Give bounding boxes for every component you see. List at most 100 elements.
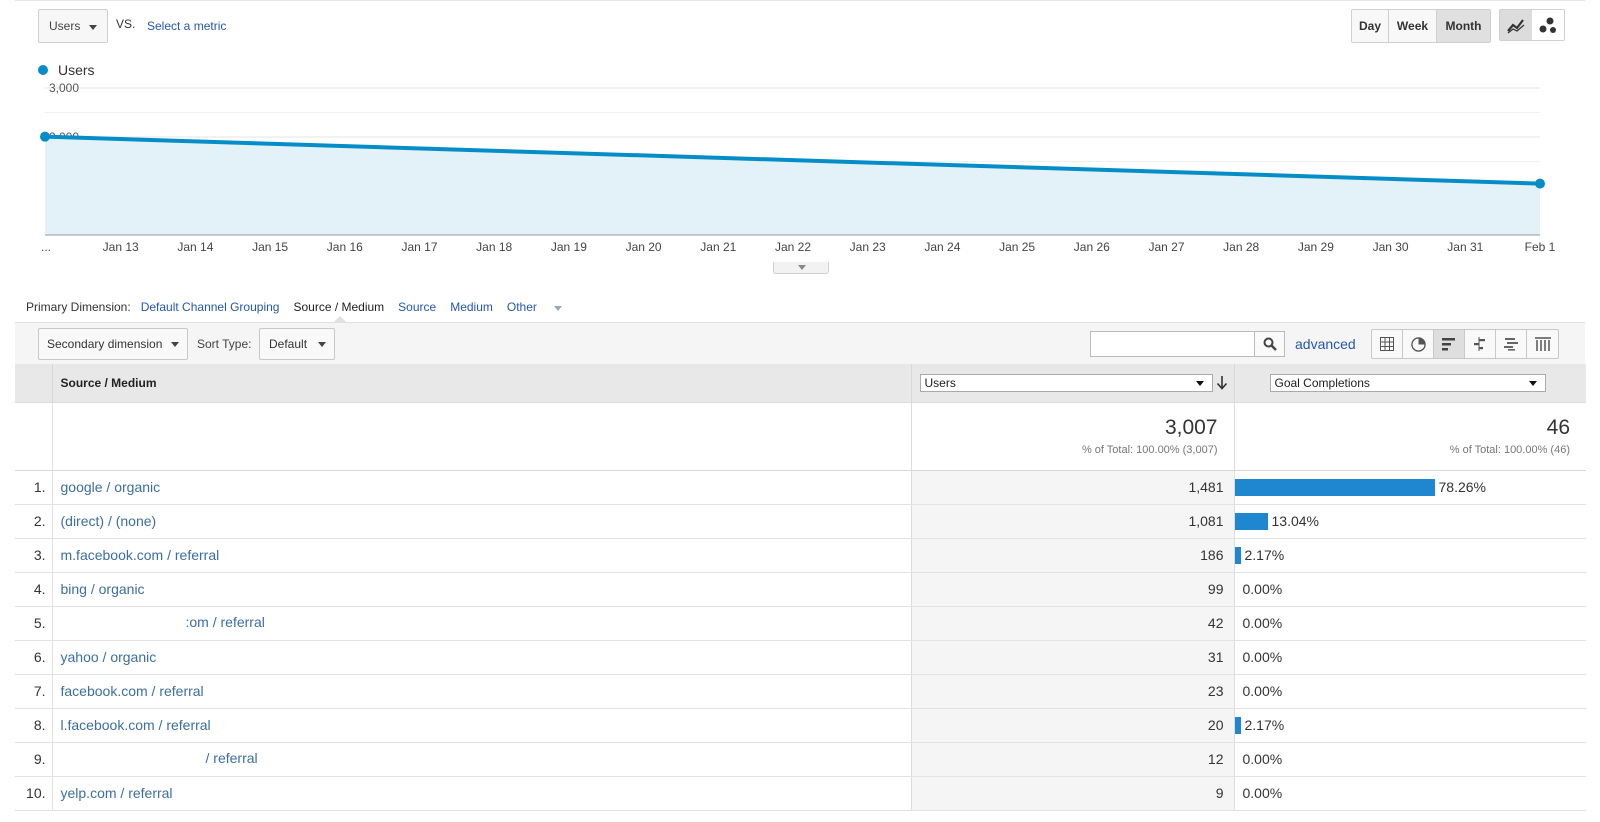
period-week-button[interactable]: Week: [1389, 10, 1437, 42]
dimension-option-other[interactable]: Other: [507, 300, 576, 314]
redacted-text: [60, 751, 206, 768]
motion-chart-view-button[interactable]: [1532, 10, 1564, 40]
secondary-dimension-label: Secondary dimension: [47, 337, 163, 351]
top-divider: [15, 0, 1585, 1]
data-point: [1535, 178, 1545, 189]
table-row: 6. yahoo / organic 31 0.00%: [15, 640, 1586, 675]
dimension-option-source-medium[interactable]: Source / Medium: [293, 300, 385, 314]
x-tick-label: Jan 25: [999, 240, 1035, 254]
select-metric-link[interactable]: Select a metric: [147, 19, 227, 33]
table-search-input[interactable]: [1090, 331, 1255, 357]
pivot-view-button[interactable]: [1527, 330, 1558, 358]
users-column-header: Users: [911, 364, 1235, 402]
bubble-chart-icon: [1539, 17, 1556, 33]
users-metric-label: Users: [924, 375, 956, 390]
goal-completions-cell: 0.00%: [1234, 606, 1586, 641]
data-table-view-button[interactable]: [1372, 330, 1403, 358]
performance-view-button[interactable]: [1434, 330, 1465, 358]
x-tick-label: Jan 26: [1074, 240, 1110, 254]
redacted-text: [60, 615, 186, 632]
source-medium-link[interactable]: / referral: [205, 750, 258, 767]
y-tick-label: 3,000: [49, 81, 79, 95]
source-medium-cell: m.facebook.com / referral: [51, 538, 911, 573]
x-tick-label: Jan 19: [551, 240, 587, 254]
users-value: 9: [910, 776, 1235, 811]
table-row: 5.:om / referral 42 0.00%: [15, 606, 1586, 641]
x-tick-label: Jan 14: [177, 240, 213, 254]
line-chart-view-button[interactable]: [1500, 10, 1532, 40]
users-value: 99: [910, 572, 1235, 607]
pie-view-button[interactable]: [1403, 330, 1434, 358]
row-number-header: [15, 364, 53, 402]
primary-dimension-label: Primary Dimension:: [26, 300, 131, 314]
x-tick-label: ...: [41, 240, 51, 254]
table-visualization-toggle: [1371, 329, 1559, 359]
dimension-option-source[interactable]: Source: [398, 300, 437, 314]
search-button[interactable]: [1255, 331, 1285, 357]
x-tick-label: Jan 22: [775, 240, 811, 254]
advanced-filter-link[interactable]: advanced: [1295, 336, 1356, 352]
x-tick-label: Jan 17: [401, 240, 437, 254]
goal-completions-cell: 2.17%: [1234, 708, 1586, 743]
source-medium-cell: yahoo / organic: [51, 640, 911, 675]
term-cloud-view-button[interactable]: [1496, 330, 1527, 358]
source-medium-link[interactable]: facebook.com / referral: [60, 683, 204, 699]
source-medium-cell: bing / organic: [51, 572, 911, 607]
source-medium-link[interactable]: yahoo / organic: [60, 649, 157, 665]
users-value: 1,481: [910, 470, 1235, 505]
chevron-down-icon: [171, 342, 179, 347]
legend-series-dot: [38, 65, 48, 75]
users-total-value: 3,007: [1164, 416, 1218, 439]
period-month-button[interactable]: Month: [1437, 10, 1490, 42]
x-tick-label: Jan 30: [1373, 240, 1409, 254]
source-medium-header[interactable]: Source / Medium: [52, 364, 912, 402]
row-number: 1.: [15, 470, 52, 505]
goal-percent-bar: [1234, 716, 1241, 734]
row-number: 3.: [15, 538, 52, 573]
x-tick-label: Jan 21: [700, 240, 736, 254]
goal-completions-cell: 0.00%: [1234, 776, 1586, 811]
goal-metric-label: Goal Completions: [1274, 375, 1370, 390]
goal-completions-cell: 13.04%: [1234, 504, 1586, 539]
chart-view-toggle: [1499, 9, 1565, 41]
goal-completions-cell: 0.00%: [1234, 572, 1586, 607]
users-metric-select[interactable]: Users: [919, 373, 1213, 392]
comparison-view-button[interactable]: [1465, 330, 1496, 358]
metric-dropdown[interactable]: Users: [38, 9, 108, 43]
users-value: 31: [910, 640, 1235, 675]
sort-type-value: Default: [269, 337, 308, 351]
source-medium-cell: / referral: [51, 742, 911, 777]
source-medium-link[interactable]: google / organic: [60, 479, 161, 495]
table-row: 10. yelp.com / referral 9 0.00%: [15, 776, 1586, 811]
users-value: 23: [910, 674, 1235, 709]
table-row: 7. facebook.com / referral 23 0.00%: [15, 674, 1586, 709]
chevron-down-icon: [798, 265, 806, 270]
term-cloud-icon: [1504, 338, 1518, 351]
totals-dimension-cell: [51, 401, 911, 471]
sort-type-label: Sort Type:: [197, 337, 252, 351]
period-day-button[interactable]: Day: [1352, 10, 1389, 42]
sort-descending-icon[interactable]: [1216, 375, 1228, 390]
chevron-down-icon: [554, 306, 563, 311]
goal-percent-value: 78.26%: [1438, 479, 1486, 495]
x-tick-label: Jan 15: [252, 240, 288, 254]
other-label: Other: [506, 300, 537, 314]
goal-completions-cell: 2.17%: [1234, 538, 1586, 573]
source-medium-link[interactable]: m.facebook.com / referral: [60, 547, 220, 563]
x-tick-label: Jan 20: [626, 240, 662, 254]
chart-collapse-tab[interactable]: [773, 262, 829, 274]
x-tick-label: Jan 18: [476, 240, 512, 254]
source-medium-link[interactable]: l.facebook.com / referral: [60, 717, 211, 733]
source-medium-link[interactable]: (direct) / (none): [60, 513, 157, 529]
source-medium-link[interactable]: :om / referral: [185, 614, 265, 631]
dimension-option-default-channel-grouping[interactable]: Default Channel Grouping: [140, 300, 280, 314]
x-tick-label: Jan 13: [103, 240, 139, 254]
chevron-down-icon: [1195, 380, 1204, 386]
source-medium-link[interactable]: yelp.com / referral: [60, 785, 173, 801]
sort-type-dropdown[interactable]: Default: [259, 328, 335, 360]
goal-percent-bar: [1234, 512, 1268, 530]
source-medium-link[interactable]: bing / organic: [60, 581, 145, 597]
secondary-dimension-dropdown[interactable]: Secondary dimension: [38, 328, 188, 360]
goal-metric-select[interactable]: Goal Completions: [1269, 373, 1546, 392]
dimension-option-medium[interactable]: Medium: [450, 300, 493, 314]
